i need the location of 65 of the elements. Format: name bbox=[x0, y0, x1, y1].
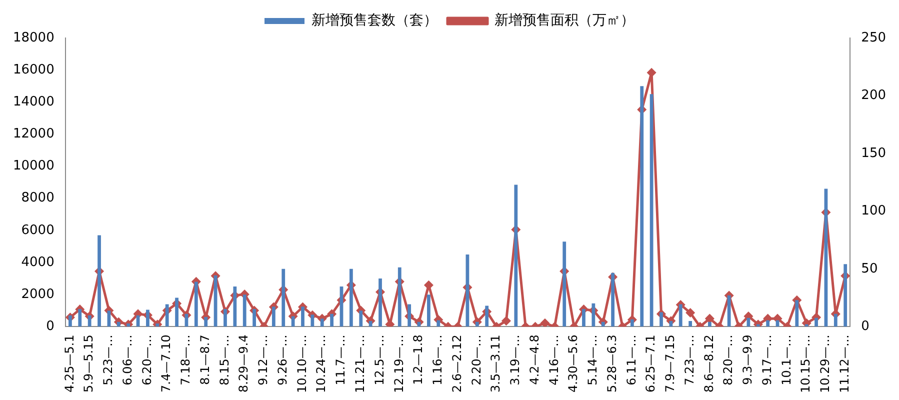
x-tick-label: 10.24—… bbox=[314, 334, 328, 394]
y2-tick-label: 150 bbox=[861, 146, 886, 161]
y2-tick-label: 250 bbox=[861, 30, 886, 46]
y2-tick-label: 50 bbox=[861, 261, 878, 276]
x-tick-label: 11.12—… bbox=[837, 334, 852, 394]
x-tick-label: 11.7—… bbox=[334, 334, 348, 386]
x-tick-label: 8.15—… bbox=[217, 334, 232, 386]
y-tick-label: 0 bbox=[46, 319, 54, 334]
x-tick-label: 3.19—… bbox=[508, 334, 522, 386]
bar bbox=[475, 322, 479, 327]
x-tick-label: 9.3—9.9 bbox=[740, 334, 755, 385]
x-tick-label: 5.23—… bbox=[101, 334, 116, 386]
y2-tick-label: 200 bbox=[861, 88, 886, 104]
x-tick-label: 4.16—… bbox=[546, 334, 561, 386]
y-tick-label: 8000 bbox=[21, 190, 54, 206]
x-tick-label: 10.15—… bbox=[798, 334, 813, 394]
x-tick-label: 8.29—9.4 bbox=[236, 334, 251, 392]
legend-label: 新增预售面积（万㎡） bbox=[494, 12, 634, 29]
x-tick-label: 4.2—4.8 bbox=[527, 334, 542, 385]
x-tick-label: 6.20—… bbox=[140, 334, 154, 386]
x-tick-label: 2.20—… bbox=[469, 334, 484, 386]
y-tick-label: 14000 bbox=[12, 94, 54, 110]
y-tick-label: 18000 bbox=[12, 30, 54, 46]
x-tick-label: 11.21—… bbox=[353, 334, 368, 394]
x-tick-label: 7.9—7.15 bbox=[663, 334, 678, 392]
bar bbox=[427, 294, 430, 327]
y2-tick-label: 100 bbox=[861, 204, 886, 219]
x-tick-label: 9.17—… bbox=[760, 334, 774, 386]
x-tick-label: 4.30—5.6 bbox=[566, 334, 580, 392]
x-tick-label: 10.1—… bbox=[779, 334, 794, 386]
x-tick-label: 1.16—… bbox=[430, 334, 445, 386]
x-tick-label: 7.18—… bbox=[178, 334, 193, 386]
x-tick-label: 8.20—… bbox=[721, 334, 736, 386]
x-tick-label: 3.5—3.11 bbox=[488, 334, 503, 392]
x-tick-label: 7.4—7.10 bbox=[159, 334, 174, 392]
y-tick-label: 10000 bbox=[12, 158, 54, 174]
bar bbox=[650, 94, 654, 327]
x-tick-label: 2.6—2.12 bbox=[450, 334, 464, 392]
y-tick-label: 12000 bbox=[12, 126, 54, 142]
y-tick-label: 2000 bbox=[21, 286, 54, 302]
bar bbox=[116, 322, 120, 327]
x-tick-label: 10.29—… bbox=[818, 334, 832, 394]
x-tick-label: 6.11—… bbox=[624, 334, 638, 386]
x-tick-label: 9.26—… bbox=[275, 334, 290, 386]
bar bbox=[688, 321, 692, 327]
x-tick-label: 12.19—… bbox=[392, 334, 406, 394]
x-tick-label: 6.25—7.1 bbox=[644, 334, 658, 392]
x-tick-label: 4.25—5.1 bbox=[62, 334, 76, 392]
x-tick-label: 7.23—… bbox=[682, 334, 696, 386]
y-tick-label: 6000 bbox=[21, 222, 54, 238]
x-tick-label: 6.06—… bbox=[120, 334, 134, 386]
x-tick-label: 9.12—… bbox=[256, 334, 270, 386]
y-tick-label: 4000 bbox=[21, 254, 54, 270]
legend-label: 新增预售套数（套） bbox=[312, 12, 438, 29]
x-tick-label: 8.6—8.12 bbox=[702, 334, 716, 392]
x-tick-label: 10.10—… bbox=[294, 334, 309, 394]
bar bbox=[601, 322, 605, 327]
y2-tick-label: 0 bbox=[861, 319, 870, 334]
y-tick-label: 16000 bbox=[12, 62, 54, 78]
x-tick-label: 5.9—5.15 bbox=[82, 334, 96, 392]
x-tick-label: 1.2—1.8 bbox=[411, 334, 426, 385]
x-tick-label: 8.1—8.7 bbox=[198, 334, 212, 385]
x-tick-label: 5.14—… bbox=[586, 334, 600, 386]
x-tick-label: 5.28—6.3 bbox=[604, 334, 619, 392]
x-tick-label: 12.5—… bbox=[372, 334, 386, 386]
